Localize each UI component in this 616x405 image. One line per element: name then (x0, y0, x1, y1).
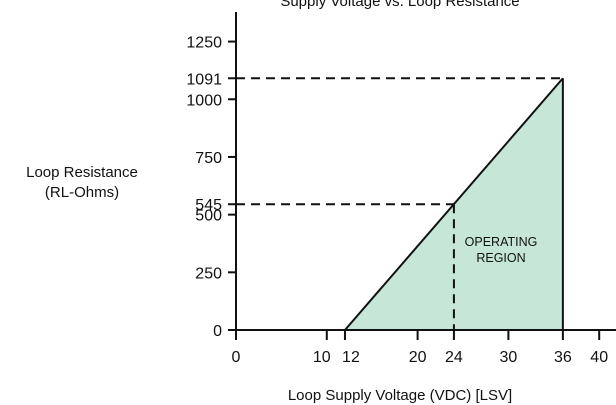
y-tick-label-1000: 1000 (186, 92, 222, 109)
y-tick-label-250: 250 (195, 265, 222, 282)
x-tick-label-0: 0 (232, 349, 241, 366)
x-tick-label-40: 40 (590, 349, 608, 366)
y-axis-title-line-2: (RL-Ohms) (45, 184, 119, 201)
x-axis-title: Loop Supply Voltage (VDC) [LSV] (288, 387, 512, 404)
y-tick-label-1250: 1250 (186, 35, 222, 52)
chart-title: Supply Voltage vs. Loop Resistance (280, 0, 519, 10)
y-tick-label-1091: 1091 (186, 71, 222, 88)
x-tick-label-36: 36 (554, 349, 572, 366)
y-tick-label-545: 545 (195, 197, 222, 214)
x-tick-label-12: 12 (342, 349, 360, 366)
x-tick-label-30: 30 (500, 349, 518, 366)
y-tick-label-750: 750 (195, 150, 222, 167)
x-tick-label-20: 20 (409, 349, 427, 366)
y-tick-label-0: 0 (213, 323, 222, 340)
region-label-line-2: REGION (476, 251, 525, 265)
region-label-line-1: OPERATING (465, 235, 538, 249)
x-tick-label-24: 24 (445, 349, 463, 366)
series-line-0 (344, 77, 564, 331)
y-tick-label-500: 500 (195, 208, 222, 225)
x-tick-label-10: 10 (313, 349, 331, 366)
y-axis-title-line-1: Loop Resistance (26, 164, 138, 181)
